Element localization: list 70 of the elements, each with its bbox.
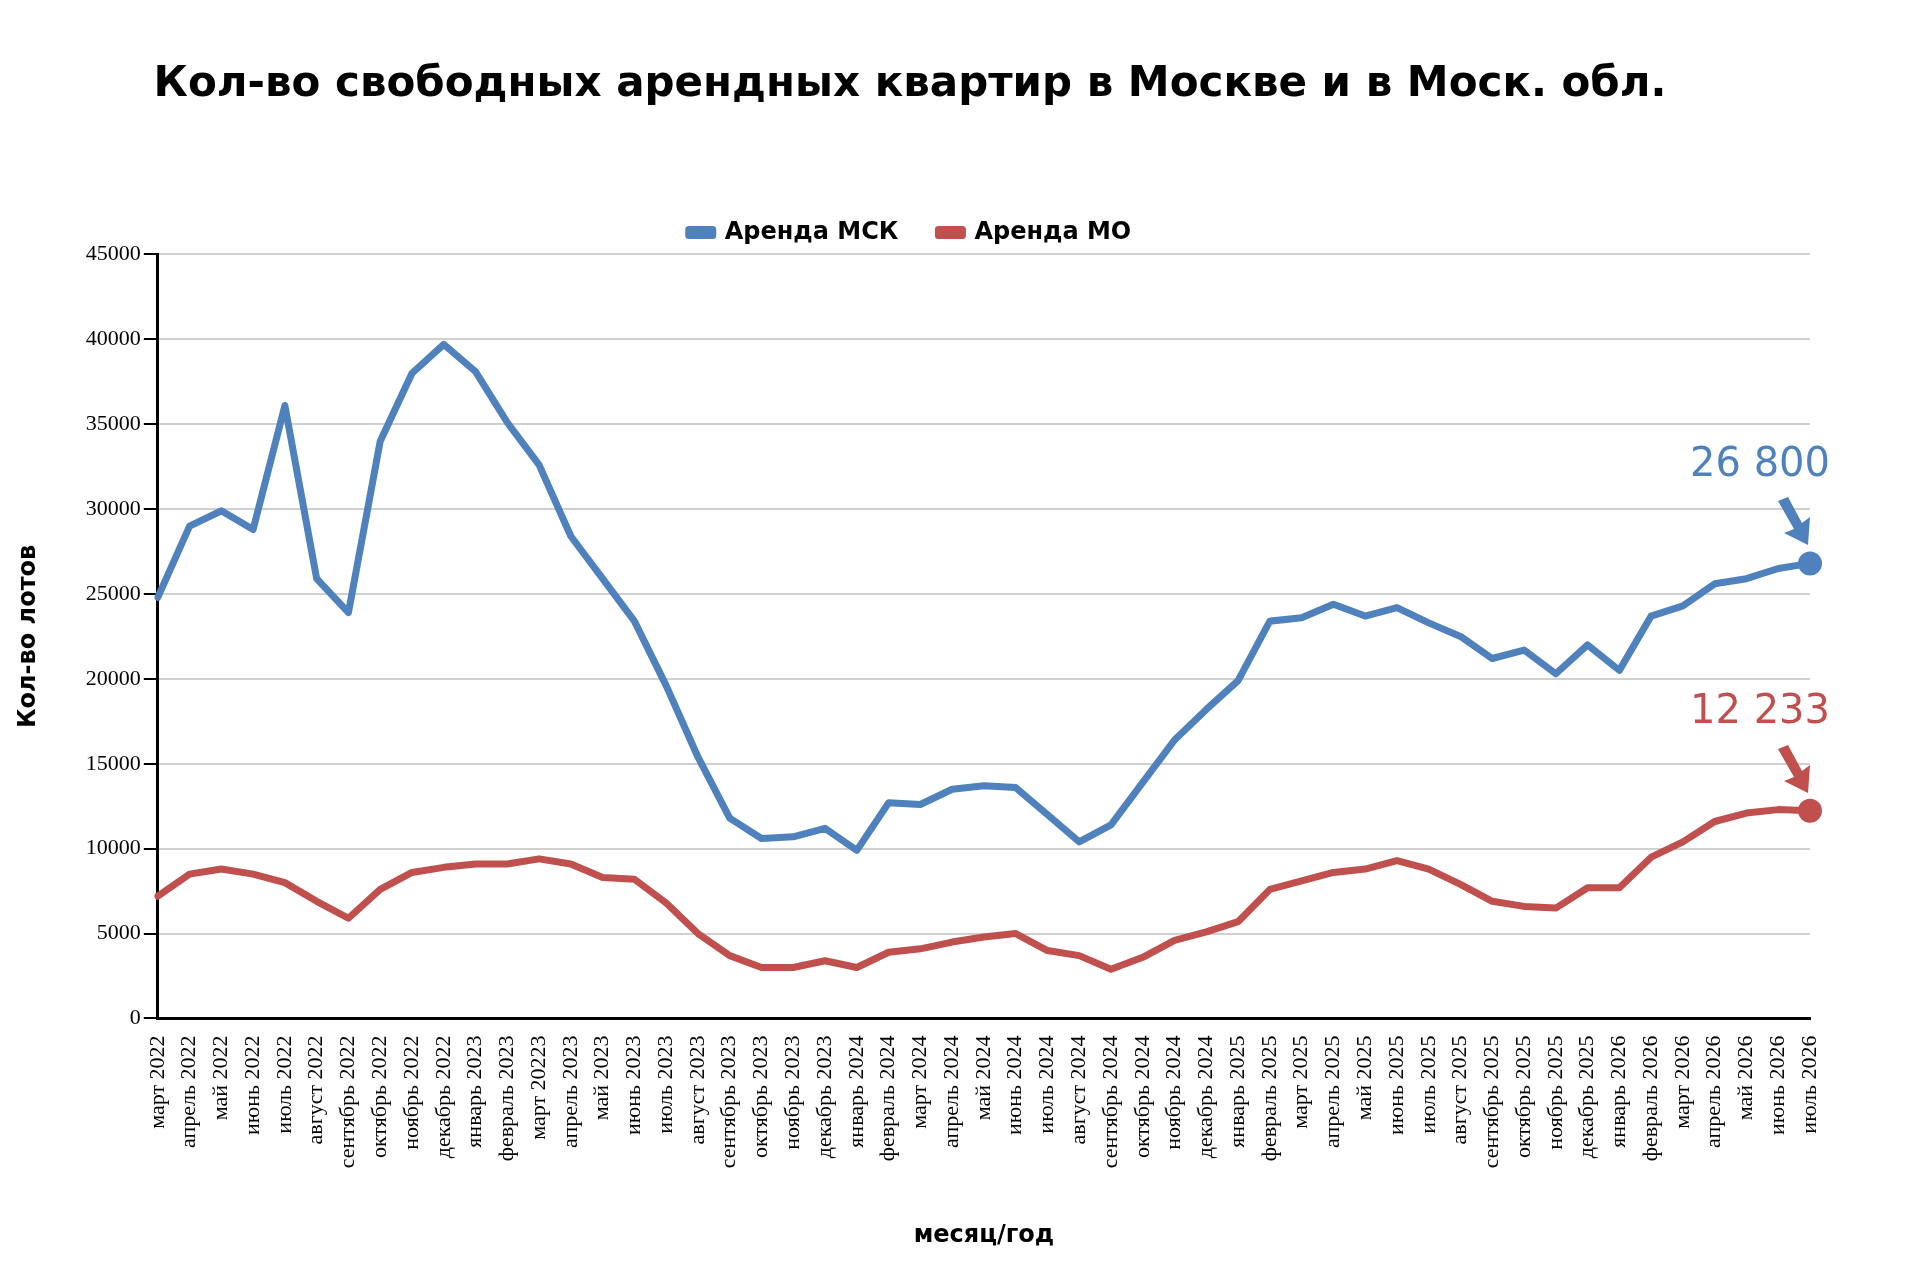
x-tick-label: июль 2026 bbox=[1795, 1035, 1821, 1134]
annotation: 12 233 bbox=[1690, 686, 1830, 733]
chart-title: Кол-во свободных арендных квартир в Москве и в Моск. обл. bbox=[153, 57, 1667, 107]
y-tick-label: 5000 bbox=[96, 919, 141, 945]
x-tick-label: апрель 2026 bbox=[1700, 1035, 1726, 1148]
y-tick-label: 45000 bbox=[85, 240, 141, 266]
x-tick-label: сентябрь 2022 bbox=[334, 1035, 360, 1169]
x-tick-label: март 2024 bbox=[906, 1035, 932, 1129]
x-tick-label: июнь 2025 bbox=[1382, 1035, 1408, 1135]
x-tick-label: ноябрь 2022 bbox=[397, 1035, 423, 1150]
x-tick-label: июль 2022 bbox=[270, 1035, 296, 1134]
x-tick-label: сентябрь 2023 bbox=[715, 1035, 741, 1169]
y-axis-title: Кол-во лотов bbox=[12, 544, 41, 729]
x-tick-label: март 2022 bbox=[143, 1035, 169, 1129]
x-tick-label: январь 2024 bbox=[842, 1035, 868, 1148]
x-tick-label: июнь 2024 bbox=[1001, 1035, 1027, 1135]
x-tick-label: ноябрь 2024 bbox=[1160, 1035, 1186, 1150]
x-tick-label: июль 2025 bbox=[1414, 1035, 1440, 1134]
x-tick-label: август 2024 bbox=[1065, 1035, 1090, 1145]
x-tick-label: май 2023 bbox=[588, 1035, 614, 1121]
x-tick-label: апрель 2022 bbox=[175, 1035, 201, 1148]
x-tick-label: сентябрь 2025 bbox=[1478, 1035, 1504, 1169]
annotation: 26 800 bbox=[1690, 438, 1830, 485]
x-tick-label: январь 2026 bbox=[1605, 1035, 1631, 1148]
y-tick-label: 10000 bbox=[85, 834, 141, 860]
x-tick-label: ноябрь 2023 bbox=[779, 1035, 805, 1150]
x-tick-label: январь 2025 bbox=[1223, 1035, 1249, 1148]
x-tick-label: май 2022 bbox=[207, 1035, 233, 1121]
x-tick-label: май 2024 bbox=[969, 1035, 995, 1121]
x-tick-label: июнь 2023 bbox=[620, 1035, 646, 1135]
y-tick-label: 30000 bbox=[85, 494, 141, 520]
y-tick-label: 15000 bbox=[85, 749, 141, 775]
x-tick-label: август 2022 bbox=[302, 1035, 328, 1145]
x-tick-label: апрель 2023 bbox=[556, 1035, 582, 1148]
x-tick-label: март 2026 bbox=[1668, 1035, 1694, 1129]
x-tick-label: февраль 2023 bbox=[493, 1035, 519, 1162]
x-tick-label: октябрь 2025 bbox=[1509, 1035, 1535, 1159]
y-tick-label: 35000 bbox=[85, 409, 141, 435]
x-tick-label: май 2026 bbox=[1732, 1035, 1758, 1121]
x-tick-label: март 2025 bbox=[1287, 1035, 1313, 1129]
x-tick-label: декабрь 2022 bbox=[429, 1035, 455, 1159]
x-tick-label: август 2023 bbox=[683, 1035, 709, 1145]
x-tick-label: февраль 2026 bbox=[1636, 1035, 1662, 1162]
x-tick-label: июль 2023 bbox=[651, 1035, 677, 1134]
x-tick-label: октябрь 2022 bbox=[365, 1035, 391, 1159]
x-tick-label: декабрь 2024 bbox=[1192, 1035, 1218, 1159]
x-tick-label: октябрь 2023 bbox=[747, 1035, 773, 1159]
x-tick-label: июнь 2022 bbox=[238, 1035, 264, 1135]
x-tick-label: апрель 2024 bbox=[937, 1035, 963, 1148]
x-tick-label: август 2025 bbox=[1446, 1035, 1472, 1145]
y-tick-label: 25000 bbox=[85, 579, 141, 605]
legend-label: Аренда МСК bbox=[724, 216, 899, 245]
x-axis-title: месяц/год bbox=[913, 1219, 1055, 1248]
x-tick-label: май 2025 bbox=[1350, 1035, 1376, 1121]
x-tick-label: ноябрь 2025 bbox=[1541, 1035, 1567, 1150]
x-tick-label: февраль 2025 bbox=[1255, 1035, 1281, 1162]
y-tick-label: 20000 bbox=[85, 664, 141, 690]
x-tick-label: декабрь 2023 bbox=[810, 1035, 836, 1159]
x-tick-label: апрель 2025 bbox=[1319, 1035, 1345, 1148]
x-tick-label: январь 2023 bbox=[461, 1035, 487, 1148]
legend-label: Аренда МО bbox=[974, 216, 1132, 245]
x-tick-label: март 20223 bbox=[524, 1035, 550, 1140]
y-tick-label: 0 bbox=[129, 1004, 141, 1030]
x-tick-label: июнь 2026 bbox=[1764, 1035, 1790, 1135]
x-tick-label: февраль 2024 bbox=[874, 1035, 900, 1162]
x-tick-label: июль 2024 bbox=[1033, 1035, 1059, 1134]
y-tick-label: 40000 bbox=[85, 325, 141, 351]
x-tick-label: октябрь 2024 bbox=[1128, 1035, 1154, 1159]
x-tick-label: декабрь 2025 bbox=[1573, 1035, 1599, 1159]
x-tick-label: сентябрь 2024 bbox=[1096, 1035, 1122, 1169]
